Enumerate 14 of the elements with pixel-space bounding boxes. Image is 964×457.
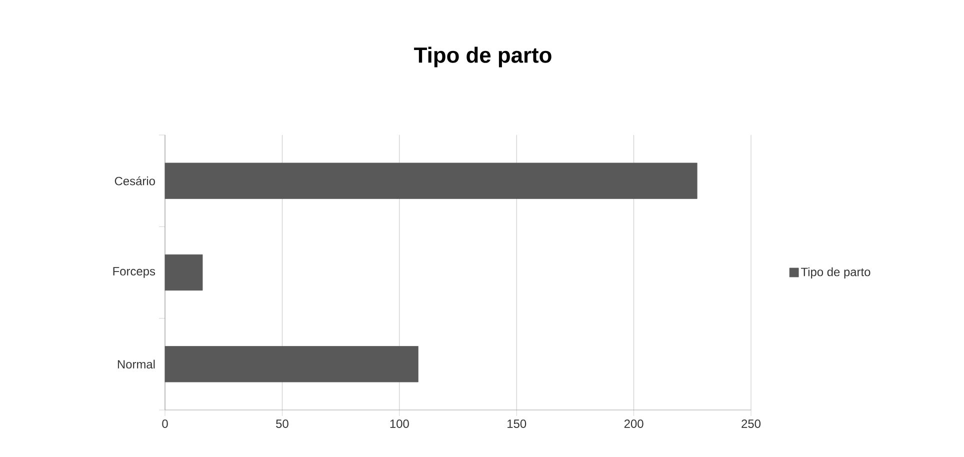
y-tick-label: Cesário <box>114 176 155 186</box>
x-tick-label: 50 <box>276 420 288 428</box>
x-tick-label: 200 <box>624 420 644 428</box>
bar <box>164 346 418 382</box>
y-tick-label: Forceps <box>113 267 156 278</box>
legend-label: Tipo de parto <box>801 267 870 279</box>
bar <box>164 254 203 291</box>
x-tick-label: 150 <box>508 420 526 428</box>
x-tick-label: 250 <box>742 420 761 428</box>
y-tick-label: Normal <box>118 360 155 369</box>
bar <box>164 162 698 199</box>
x-tick-label: 0 <box>162 420 168 428</box>
chart-title: Tipo de parto <box>414 46 552 68</box>
x-tick-label: 100 <box>390 420 409 428</box>
